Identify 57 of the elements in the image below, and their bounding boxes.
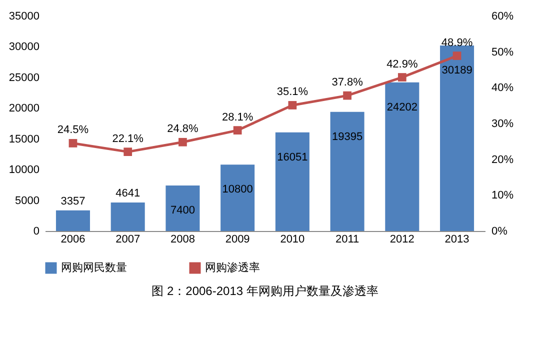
data-label: 7400 bbox=[170, 204, 195, 217]
legend-label: 网购渗透率 bbox=[205, 261, 260, 274]
data-label: 24.5% bbox=[57, 124, 89, 136]
data-label: 42.9% bbox=[386, 58, 418, 70]
y-tick-label: 20000 bbox=[8, 102, 40, 115]
data-label: 22.1% bbox=[112, 132, 144, 145]
data-label: 4641 bbox=[116, 187, 140, 200]
bar bbox=[385, 82, 420, 231]
y2-tick-label: 60% bbox=[492, 10, 514, 22]
data-label: 10800 bbox=[222, 184, 253, 196]
data-label: 24202 bbox=[386, 101, 418, 114]
point bbox=[398, 73, 406, 82]
data-label: 16051 bbox=[277, 151, 308, 164]
point bbox=[343, 91, 352, 100]
x-tick-label: 2012 bbox=[390, 234, 414, 246]
bar bbox=[56, 210, 90, 231]
y-tick-label: 0 bbox=[33, 226, 40, 238]
data-label: 30189 bbox=[442, 64, 472, 77]
y-tick-label: 5000 bbox=[15, 194, 40, 207]
text: 图 2：2006-2013 年网购用户数量及渗透率 bbox=[152, 284, 378, 298]
legend-label: 网购网民数量 bbox=[61, 262, 127, 274]
y2-tick-label: 10% bbox=[492, 190, 514, 202]
y-tick-label: 35000 bbox=[8, 10, 40, 22]
y2-tick-label: 40% bbox=[492, 82, 514, 94]
point bbox=[124, 148, 132, 156]
y2-tick-label: 0% bbox=[492, 226, 508, 238]
x-tick-label: 2011 bbox=[335, 234, 360, 246]
bar bbox=[275, 132, 310, 231]
bar bbox=[440, 46, 474, 231]
y2-tick-label: 50% bbox=[492, 46, 514, 58]
data-label: 28.1% bbox=[222, 111, 254, 124]
point bbox=[233, 126, 242, 134]
data-label: 19395 bbox=[332, 130, 363, 143]
y2-tick-label: 30% bbox=[492, 118, 514, 130]
y2-tick-label: 20% bbox=[492, 154, 514, 166]
x-tick-label: 2007 bbox=[116, 234, 140, 246]
point bbox=[68, 139, 78, 148]
x-tick-label: 2010 bbox=[280, 234, 305, 246]
x-tick-label: 2013 bbox=[444, 234, 470, 246]
y-tick-label: 10000 bbox=[8, 164, 40, 176]
bar bbox=[220, 164, 255, 231]
y-tick-label: 30000 bbox=[8, 41, 40, 54]
data-label: 35.1% bbox=[276, 86, 308, 98]
y-tick-label: 25000 bbox=[8, 72, 40, 84]
data-label: 37.8% bbox=[332, 76, 364, 89]
point bbox=[288, 101, 297, 110]
data-label: 3357 bbox=[60, 195, 86, 208]
point bbox=[452, 52, 462, 60]
point bbox=[178, 138, 187, 146]
bar bbox=[110, 202, 145, 231]
bar bbox=[330, 112, 364, 231]
x-tick-label: 2009 bbox=[225, 234, 250, 246]
data-label: 24.8% bbox=[167, 123, 199, 136]
y-tick-label: 15000 bbox=[8, 133, 40, 146]
bar bbox=[166, 186, 200, 231]
x-tick-label: 2008 bbox=[170, 234, 195, 246]
x-tick-label: 2006 bbox=[60, 234, 86, 246]
